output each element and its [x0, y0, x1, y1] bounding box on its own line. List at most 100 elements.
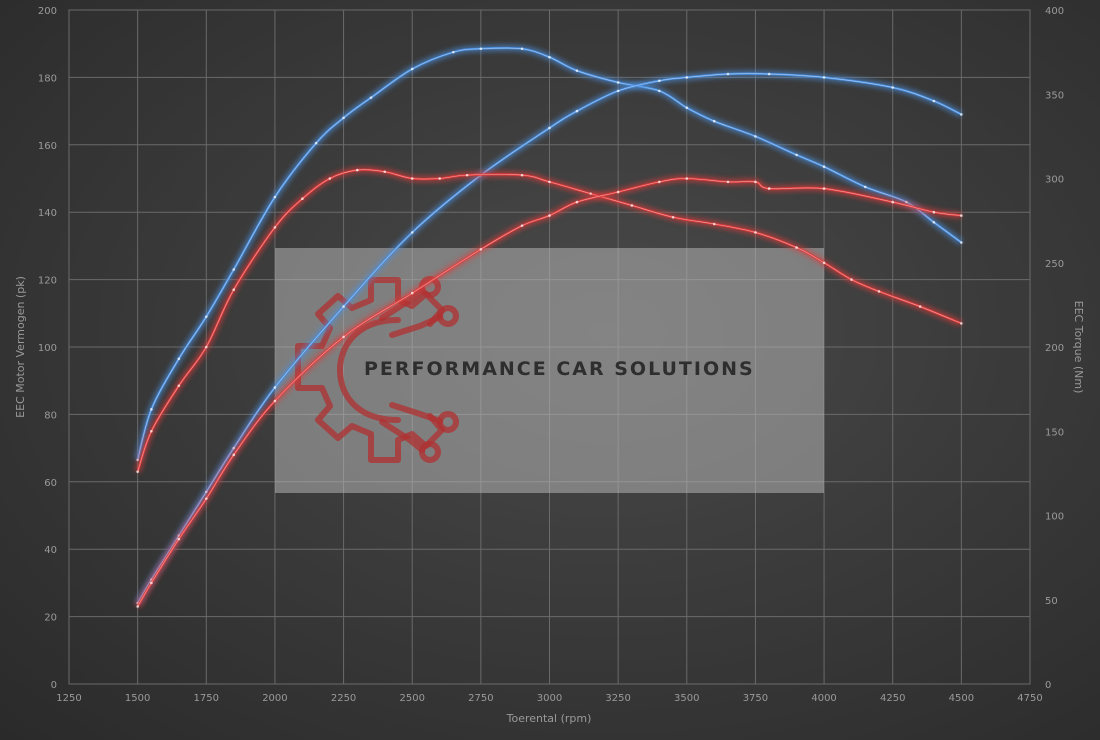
series-point: [658, 180, 661, 184]
series-point: [342, 305, 345, 308]
series-point: [177, 357, 181, 361]
series-point: [548, 126, 551, 130]
y-right-tick-label: 150: [1045, 427, 1064, 438]
series-point: [726, 180, 730, 184]
series-point: [342, 335, 345, 339]
y-left-tick-label: 0: [51, 680, 57, 691]
series-point: [342, 116, 345, 120]
y-right-tick-label: 0: [1045, 680, 1051, 691]
series-point: [177, 384, 181, 388]
series-point: [452, 50, 455, 54]
y-left-tick-label: 40: [44, 545, 57, 556]
series-point: [410, 231, 414, 234]
series-point: [273, 386, 277, 389]
series-point: [548, 55, 551, 59]
series-point: [795, 153, 798, 157]
series-0: [134, 44, 964, 462]
series-point: [273, 399, 277, 403]
series-point: [356, 168, 359, 172]
y-left-tick-label: 100: [38, 343, 57, 354]
series-point: [960, 241, 963, 244]
series-point: [754, 231, 757, 234]
series-point: [273, 226, 277, 229]
series-point: [891, 200, 895, 204]
series-point: [767, 72, 771, 76]
series-point: [754, 180, 757, 184]
y-right-axis-ticks: 0 50 100 150 200 250 300 350 400: [1045, 6, 1064, 691]
series-line-highlight: [137, 169, 962, 472]
series-point: [136, 470, 139, 473]
watermark-text: PERFORMANCE CAR SOLUTIONS: [364, 358, 755, 380]
series-point: [891, 86, 895, 89]
series-point: [548, 214, 551, 217]
y-left-tick-label: 60: [44, 478, 57, 489]
y-left-tick-label: 80: [44, 410, 57, 421]
series-point: [822, 261, 826, 265]
series-point: [204, 497, 208, 500]
y-right-axis-title: EEC Torque (Nm): [1072, 301, 1085, 394]
series-point: [150, 408, 153, 411]
series-point: [960, 214, 963, 217]
series-point: [616, 81, 620, 84]
series-point: [273, 195, 277, 199]
series-point: [754, 135, 757, 138]
series-point: [630, 204, 634, 207]
series-point: [685, 177, 689, 180]
series-point: [726, 72, 730, 76]
series-point: [960, 113, 963, 116]
x-tick-label: 3500: [674, 693, 699, 704]
series-point: [520, 224, 524, 227]
series-line-highlight: [137, 178, 962, 607]
series-line-highlight: [137, 47, 962, 460]
series-point: [685, 76, 689, 79]
y-right-tick-label: 100: [1045, 512, 1064, 523]
x-tick-label: 2250: [331, 693, 356, 704]
watermark-panel: [275, 248, 824, 493]
y-left-tick-label: 20: [44, 613, 57, 624]
x-tick-label: 2750: [468, 693, 493, 704]
series-point: [712, 222, 716, 226]
series-point: [712, 119, 716, 123]
series-point: [301, 197, 304, 201]
series-point: [932, 99, 936, 103]
y-left-tick-label: 200: [38, 6, 57, 17]
watermark: PERFORMANCE CAR SOLUTIONS: [275, 248, 824, 493]
series-point: [822, 76, 826, 79]
series-point: [520, 173, 524, 177]
y-right-tick-label: 50: [1045, 596, 1058, 607]
series-point: [479, 247, 483, 251]
x-tick-label: 4500: [949, 693, 974, 704]
series-point: [822, 187, 826, 190]
series-point: [232, 288, 236, 292]
series-point: [685, 106, 689, 110]
series-point: [177, 537, 181, 541]
series-point: [548, 180, 551, 184]
y-right-tick-label: 200: [1045, 343, 1064, 354]
series-point: [465, 173, 469, 177]
x-tick-label: 1750: [194, 693, 219, 704]
series-point: [410, 177, 414, 180]
x-tick-label: 3750: [743, 693, 768, 704]
series-point: [616, 190, 620, 194]
series-point: [204, 315, 208, 318]
series-point: [932, 221, 936, 224]
series-point: [410, 291, 414, 295]
y-right-tick-label: 400: [1045, 6, 1064, 17]
series-point: [850, 278, 853, 281]
y-left-axis-title: EEC Motor Vermogen (pk): [14, 276, 27, 418]
x-tick-label: 4750: [1017, 693, 1042, 704]
y-right-tick-label: 250: [1045, 259, 1064, 270]
series-point: [767, 187, 771, 190]
series-point: [410, 67, 414, 71]
y-left-axis-ticks: 0 20 40 60 80 100 120 140 160 180 200: [38, 6, 57, 691]
x-tick-label: 4250: [880, 693, 905, 704]
series-point: [822, 165, 826, 169]
series-point: [150, 581, 153, 585]
series-point: [575, 200, 579, 204]
series-point: [932, 210, 936, 214]
series-point: [232, 268, 236, 271]
series-point: [438, 177, 441, 180]
x-tick-label: 1500: [125, 693, 150, 704]
series-point: [328, 177, 332, 180]
